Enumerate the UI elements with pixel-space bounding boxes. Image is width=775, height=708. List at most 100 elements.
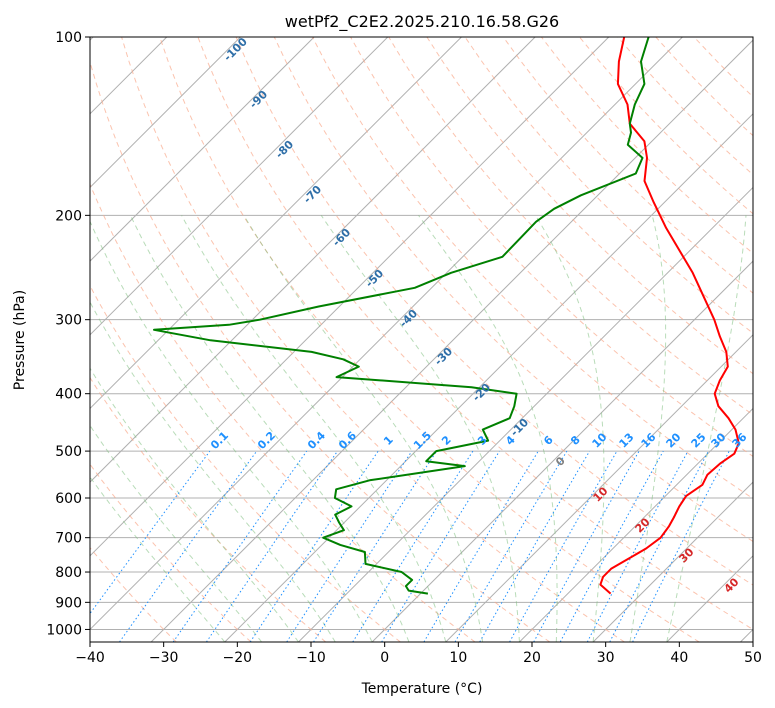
- dry-adiabat: [90, 284, 401, 642]
- dry-adiabat: [388, 37, 753, 416]
- y-tick-label: 600: [55, 491, 82, 507]
- x-tick-label: 50: [744, 650, 762, 666]
- dry-adiabat-label: 0: [553, 454, 568, 469]
- chart-title: wetPf2_C2E2.2025.210.16.58.G26: [285, 12, 559, 32]
- mixing-ratio-label: 1.5: [411, 429, 434, 452]
- y-tick-label: 300: [55, 313, 82, 329]
- mixing-ratio-line: [119, 450, 258, 642]
- dry-adiabat-label: -10: [508, 416, 531, 439]
- dry-adiabat: [273, 37, 753, 543]
- mixing-ratio-line: [509, 450, 618, 642]
- moist-adiabat: [243, 215, 484, 642]
- x-axis-label: Temperature (°C): [361, 681, 483, 697]
- isotherm-gridline: [371, 260, 753, 642]
- moist-adiabat: [181, 215, 447, 642]
- mixing-ratio-line: [423, 450, 539, 642]
- dry-adiabat-label: -40: [397, 307, 420, 330]
- moist-adiabat: [90, 424, 262, 642]
- dry-adiabat: [235, 37, 753, 586]
- x-tick-label: −30: [149, 650, 179, 666]
- mixing-ratio-line: [559, 450, 664, 642]
- mixing-ratio-label: 10: [590, 430, 610, 450]
- plot-area: [90, 37, 753, 642]
- isotherm-gridline: [445, 334, 753, 642]
- line-labels: -100-90-80-70-60-50-40-30-20-10010203040…: [208, 35, 750, 596]
- plot-frame: [89, 36, 754, 643]
- dry-adiabat-label: -50: [363, 267, 386, 290]
- dry-adiabat-label: -100: [221, 35, 250, 64]
- isotherm-gridline: [90, 37, 315, 262]
- isotherm-gridline: [90, 37, 462, 410]
- dry-adiabat: [159, 37, 700, 642]
- mixing-ratio-label: 0.1: [208, 429, 231, 452]
- dry-adiabat-label: -70: [301, 183, 324, 206]
- y-tick-label: 800: [55, 565, 82, 581]
- mixing-ratio-label: 3: [475, 433, 490, 448]
- mixing-ratio-label: 2: [439, 433, 454, 448]
- mixing-ratio-line: [249, 450, 379, 642]
- moist-adiabat: [320, 215, 520, 642]
- dry-adiabat: [90, 182, 476, 642]
- y-tick-label: 200: [55, 208, 82, 224]
- mixing-ratio-label: 8: [568, 433, 583, 448]
- moist-adiabat-label: 30: [677, 545, 697, 565]
- moist-adiabat: [90, 301, 336, 642]
- moist-adiabat: [534, 215, 605, 642]
- isotherm-gridline: [740, 628, 753, 642]
- mixing-ratio-label: 1: [381, 433, 396, 448]
- x-tick-label: −20: [223, 650, 253, 666]
- mixing-ratio-line: [313, 450, 438, 642]
- isotherm-gridline: [90, 37, 683, 631]
- y-tick-label: 500: [55, 444, 82, 460]
- mixing-ratio-label: 36: [730, 430, 750, 450]
- isotherm-gridline: [519, 407, 753, 642]
- dry-adiabat: [502, 37, 753, 294]
- mixing-ratio-label: 0.2: [255, 429, 278, 452]
- dry-adiabat: [693, 37, 753, 98]
- moist-adiabat: [129, 215, 410, 642]
- dewpoint-profile: [153, 37, 650, 595]
- dry-adiabat: [311, 37, 753, 500]
- y-axis-label: Pressure (hPa): [12, 290, 28, 390]
- mixing-ratio-line: [352, 450, 474, 642]
- moist-adiabat: [90, 476, 226, 642]
- dry-adiabat: [464, 37, 753, 334]
- mixing-ratio-line: [381, 450, 500, 642]
- mixing-ratio-label: 25: [689, 431, 709, 451]
- moist-adiabat: [418, 215, 558, 642]
- mixing-ratio-line: [632, 450, 730, 642]
- dry-adiabat: [90, 60, 551, 642]
- moist-adiabat: [629, 215, 667, 642]
- y-tick-label: 900: [55, 595, 82, 611]
- x-tick-label: 30: [597, 650, 615, 666]
- moist-adiabat: [90, 367, 299, 642]
- dry-adiabat-label: -80: [273, 138, 296, 161]
- y-tick-label: 400: [55, 387, 82, 403]
- mixing-ratio-label: 6: [541, 433, 556, 448]
- dry-adiabat: [541, 37, 753, 254]
- isotherm-gridline: [90, 37, 536, 483]
- moist-adiabat-label: 40: [722, 575, 742, 595]
- moist-adiabat-label: 10: [591, 484, 611, 504]
- x-tick-label: 0: [380, 650, 389, 666]
- dry-adiabat-label: -60: [330, 226, 353, 249]
- dry-adiabat: [655, 37, 753, 137]
- dry-adiabat: [90, 546, 177, 642]
- isotherm-gridline: [90, 37, 610, 557]
- mixing-ratio-label: 16: [639, 430, 659, 450]
- isotherm-gridline: [224, 113, 753, 642]
- x-tick-label: 20: [523, 650, 541, 666]
- moist-adiabat-label: 20: [633, 515, 653, 535]
- dry-adiabat-label: -30: [432, 345, 455, 368]
- isotherm-gridline: [592, 481, 753, 642]
- dry-adiabat: [197, 37, 753, 630]
- x-tick-label: 10: [449, 650, 467, 666]
- dry-adiabat-label: -90: [247, 88, 270, 111]
- isotherm-gridline: [150, 39, 753, 642]
- dry-adiabat: [121, 37, 625, 642]
- x-tick-label: 40: [670, 650, 688, 666]
- mixing-ratio-line: [90, 450, 211, 615]
- dry-adiabat: [90, 376, 327, 642]
- isotherm-gridline: [90, 37, 389, 336]
- dry-adiabat: [350, 37, 753, 458]
